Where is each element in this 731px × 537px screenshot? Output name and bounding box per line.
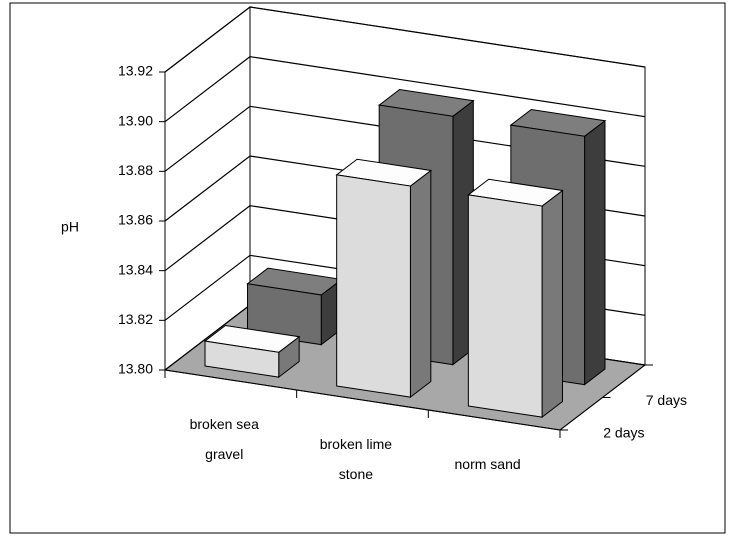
bar-side [409, 169, 432, 399]
series-label: 7 days [646, 392, 687, 408]
y-tick-label: 13.84 [118, 261, 153, 277]
bar-front [467, 194, 543, 418]
chart-frame [9, 2, 726, 534]
grid-line [164, 56, 646, 123]
bar-side [541, 189, 563, 419]
grid-line [164, 6, 646, 73]
x-tick-label: norm sand [454, 456, 521, 472]
bar-side [584, 119, 606, 386]
x-axis [164, 369, 561, 431]
y-axis-label: pH [61, 219, 79, 235]
y-tick-label: 13.92 [118, 63, 153, 79]
y-tick-label: 13.80 [118, 361, 153, 377]
x-tick-label: broken lime stone [319, 436, 393, 482]
series-label: 2 days [603, 424, 644, 440]
bar-front [204, 340, 280, 378]
y-tick-label: 13.82 [118, 311, 153, 327]
y-tick-label: 13.90 [118, 112, 153, 128]
bar-front [336, 174, 411, 398]
y-tick-label: 13.88 [118, 162, 153, 178]
x-tick-label: broken sea gravel [189, 416, 259, 462]
y-tick-label: 13.86 [118, 212, 153, 228]
